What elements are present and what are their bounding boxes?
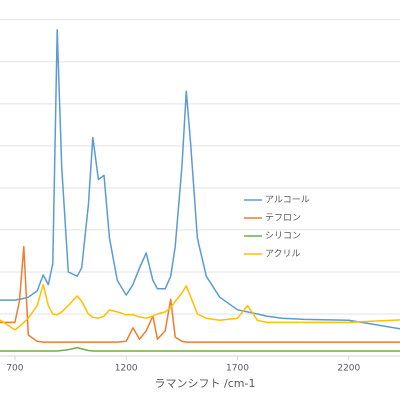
x-tick-label: 1700 [226,364,249,374]
series-line [0,283,400,331]
x-tick-label: 1200 [115,364,138,374]
legend-label: シリコン [265,232,301,242]
legend-label: テフロン [265,213,301,224]
legend-label: アルコール [265,196,310,206]
series-line [0,29,400,330]
legend-label: アクリル [265,249,301,260]
series-line [0,245,400,343]
x-tick-label: 700 [6,364,23,374]
series-line [0,346,400,352]
x-axis-label: ラマンシフト /cm-1 [155,377,256,390]
x-tick-label: 2200 [337,364,360,374]
